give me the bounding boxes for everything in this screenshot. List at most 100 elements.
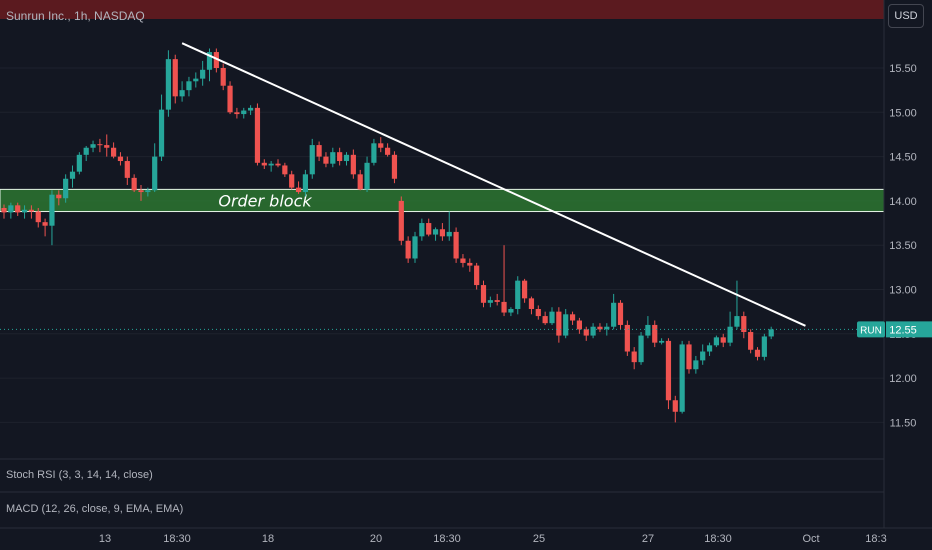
candle-body [439, 229, 445, 237]
candle [179, 81, 185, 102]
candle [295, 181, 302, 194]
candle-body [69, 171, 76, 179]
candle [398, 196, 404, 246]
candle [569, 311, 576, 325]
candle [549, 307, 555, 325]
candle-body [542, 316, 548, 324]
candle [426, 218, 432, 237]
candle-body [186, 81, 192, 91]
candle-body [364, 162, 370, 190]
candle-body [576, 320, 582, 330]
candle [172, 54, 178, 104]
candle [49, 190, 55, 246]
candle [474, 262, 480, 290]
candle-body [138, 190, 144, 193]
candle-body [453, 231, 459, 259]
candle-body [254, 107, 261, 163]
candle-body [679, 344, 685, 412]
candle-body [350, 154, 356, 175]
candle [131, 174, 137, 193]
candle-body [522, 280, 528, 299]
candle [583, 326, 589, 341]
candle [693, 355, 699, 374]
candle-body [90, 144, 96, 148]
candle-body [700, 351, 706, 361]
candle-body [111, 147, 117, 157]
candle [535, 305, 541, 320]
candle-body [145, 190, 151, 193]
macd-label[interactable]: MACD (12, 26, close, 9, EMA, EMA) [6, 503, 184, 515]
candle-body [343, 154, 350, 162]
candle [90, 140, 96, 153]
time-tick-label: 18:30 [704, 533, 732, 545]
candle-body [597, 326, 603, 330]
candle [487, 296, 493, 308]
candle [480, 280, 487, 308]
candle [706, 342, 713, 356]
candle-body [611, 302, 617, 327]
candle [343, 152, 350, 166]
time-tick-label: 18:3 [865, 533, 886, 545]
candle-body [35, 211, 41, 223]
candle-body [419, 223, 425, 237]
candle [234, 107, 240, 119]
header-band [0, 0, 884, 19]
candle-body [748, 332, 754, 350]
candle [391, 151, 398, 184]
candle-body [213, 52, 219, 68]
candle [446, 211, 452, 241]
candle-body [535, 308, 541, 317]
candle-body [158, 109, 165, 157]
candle-body [309, 145, 315, 175]
candle-body [172, 59, 178, 97]
candle [385, 143, 391, 157]
candle-body [15, 205, 21, 213]
candle [432, 227, 439, 241]
candle [330, 147, 336, 168]
candle [241, 107, 247, 119]
candle [453, 227, 459, 263]
candle-body [741, 316, 747, 333]
candle-body [316, 145, 322, 157]
stoch-rsi-label[interactable]: Stoch RSI (3, 3, 14, 14, close) [6, 469, 153, 481]
candle-body [734, 316, 740, 327]
candle [76, 152, 82, 175]
candle [761, 333, 767, 361]
price-tick-label: 14.00 [889, 196, 917, 208]
candle-body [289, 174, 295, 188]
candle-body [617, 302, 624, 325]
candle-body [515, 280, 521, 309]
candle [193, 72, 199, 88]
candle-body [652, 324, 658, 343]
candle [63, 174, 69, 203]
candle [638, 332, 644, 365]
candle [186, 76, 192, 97]
candle-body [241, 110, 247, 115]
currency-button[interactable]: USD [888, 4, 924, 28]
candle-body [624, 324, 630, 352]
candle [754, 347, 761, 361]
candle [597, 323, 603, 333]
candle-body [713, 337, 719, 346]
candle [289, 170, 295, 190]
price-tick-label: 13.00 [889, 285, 917, 297]
candle [679, 340, 685, 414]
price-tick-label: 12.00 [889, 373, 917, 385]
price-axis[interactable]: 15.5015.0014.5014.0013.5013.0012.5012.00… [889, 63, 917, 429]
candle-body [28, 209, 34, 212]
downtrend-line[interactable] [181, 42, 806, 327]
time-axis[interactable]: 13 18:30 18 20 18:30 25 27 18:30 Oct 18:3 [99, 533, 887, 545]
candle-body [220, 68, 226, 86]
candle-body [631, 351, 637, 363]
price-tick-label: 15.00 [889, 107, 917, 119]
order-block-rect[interactable] [0, 188, 885, 213]
time-tick-label: 18:30 [163, 533, 191, 545]
candle-body [432, 229, 439, 235]
candle [439, 223, 445, 241]
candle [124, 156, 130, 185]
candle [1, 204, 7, 219]
trendline[interactable] [181, 42, 806, 327]
symbol-title[interactable]: Sunrun Inc., 1h, NASDAQ [6, 9, 145, 23]
candle [686, 340, 692, 374]
